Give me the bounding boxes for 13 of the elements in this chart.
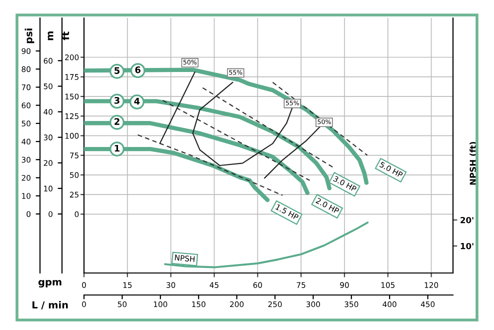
y-tick-label: 20' <box>460 216 474 224</box>
x-axis-title: gpm <box>38 280 62 288</box>
y2-axis-title: psi <box>24 28 34 44</box>
annotation: 3 <box>114 96 120 104</box>
y3-axis-title: m <box>48 32 54 40</box>
x2-axis-title: L / min <box>32 301 68 310</box>
annotation: 4 <box>134 98 140 104</box>
annotation: 1 <box>114 144 120 152</box>
annotation: 5 <box>114 67 120 74</box>
annotation: 2 <box>114 118 120 125</box>
y-tick-label: 10' <box>460 242 474 250</box>
annotation: 6 <box>135 66 140 74</box>
line-series <box>164 222 369 268</box>
